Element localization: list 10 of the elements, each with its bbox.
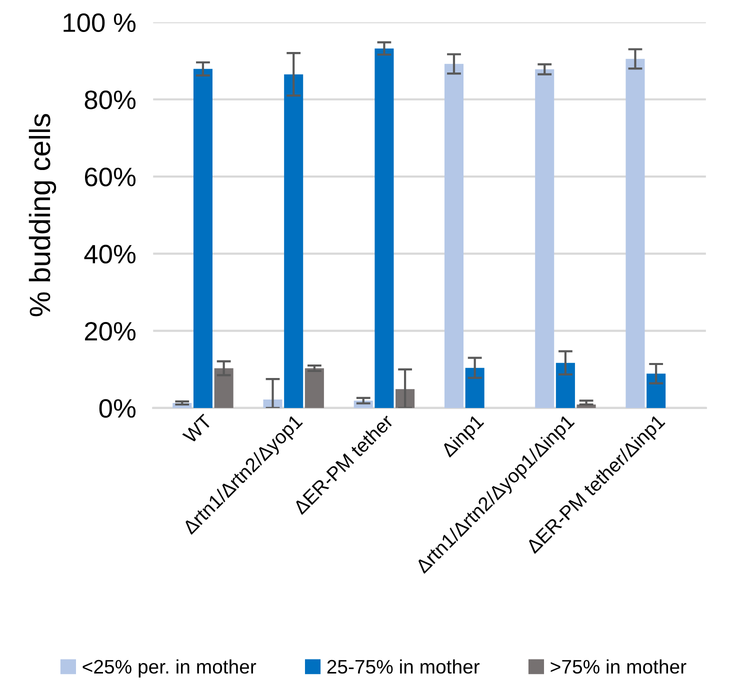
legend-label: <25% per. in mother: [82, 659, 256, 678]
y-axis-title: % budding cells: [28, 114, 56, 316]
legend-label: 25-75% in mother: [327, 659, 480, 674]
y-tick-label: 20%: [84, 322, 136, 341]
y-tick-label: 0%: [99, 399, 136, 418]
y-tick-label: 80%: [84, 90, 136, 110]
y-tick-label: 60%: [84, 168, 136, 186]
y-tick-label: 40%: [84, 244, 136, 264]
y-tick-label: 100 %: [64, 13, 136, 32]
legend-label: >75% in mother: [550, 659, 686, 674]
